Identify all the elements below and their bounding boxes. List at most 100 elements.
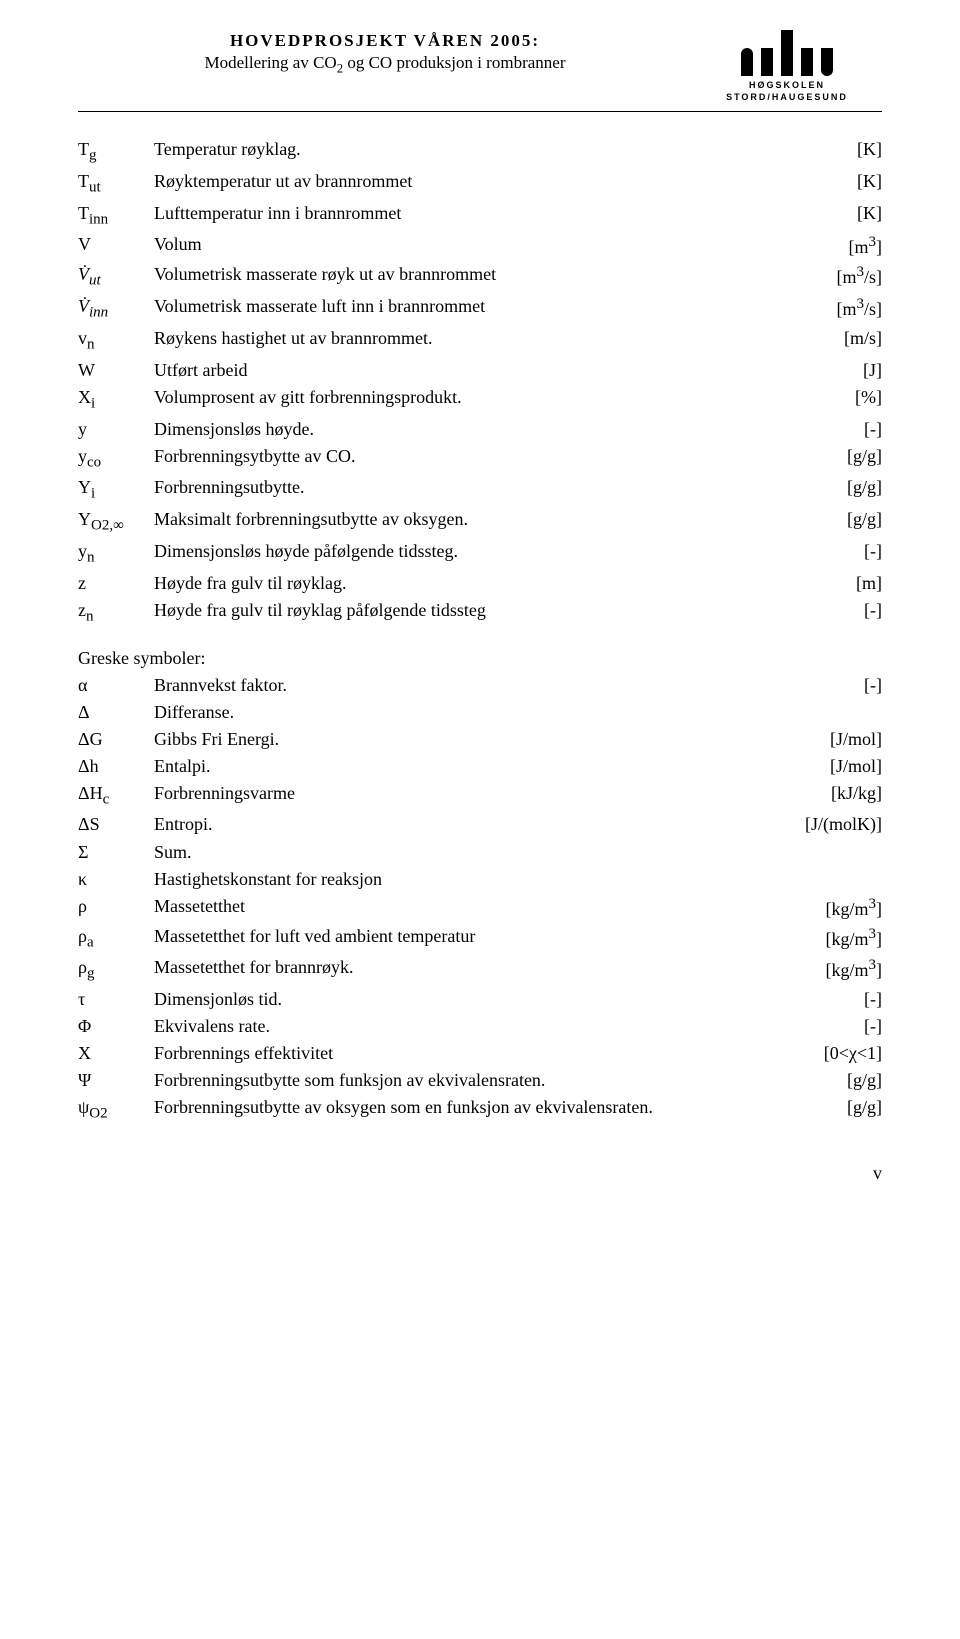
symbol-cell: vn xyxy=(78,325,154,357)
logo-text: HØGSKOLEN STORD/HAUGESUND xyxy=(692,80,882,103)
table-row: YO2,∞Maksimalt forbrenningsutbytte av ok… xyxy=(78,506,882,538)
symbol-cell: Tg xyxy=(78,136,154,168)
table-row: XiVolumprosent av gitt forbrenningsprodu… xyxy=(78,384,882,416)
symbol-cell: yn xyxy=(78,538,154,570)
header-title: HOVEDPROSJEKT VÅREN 2005: xyxy=(78,30,692,52)
description-cell: Lufttemperatur inn i brannrommet xyxy=(154,200,772,232)
unit-cell: [g/g] xyxy=(772,506,882,538)
description-cell: Entalpi. xyxy=(154,753,772,780)
table-row: κHastighetskonstant for reaksjon xyxy=(78,866,882,893)
table-row: ΔSEntropi.[J/(molK)] xyxy=(78,811,882,838)
logo: HØGSKOLEN STORD/HAUGESUND xyxy=(692,30,882,103)
symbol-cell: τ xyxy=(78,986,154,1013)
description-cell: Høyde fra gulv til røyklag. xyxy=(154,570,772,597)
description-cell: Forbrenningsutbytte. xyxy=(154,474,772,506)
symbol-cell: ρg xyxy=(78,954,154,986)
unit-cell xyxy=(772,699,882,726)
logo-bar xyxy=(821,48,833,76)
table-row: V̇utVolumetrisk masserate røyk ut av bra… xyxy=(78,261,882,293)
unit-cell: [-] xyxy=(772,986,882,1013)
symbol-cell: yco xyxy=(78,443,154,475)
table-row: V̇innVolumetrisk masserate luft inn i br… xyxy=(78,293,882,325)
description-cell: Røyktemperatur ut av brannrommet xyxy=(154,168,772,200)
table-row: ΣSum. xyxy=(78,839,882,866)
symbol-cell: YO2,∞ xyxy=(78,506,154,538)
table-row: ΦEkvivalens rate.[-] xyxy=(78,1013,882,1040)
logo-bar xyxy=(781,30,793,76)
greek-symbols-table: αBrannvekst faktor.[-]ΔDifferanse.ΔGGibb… xyxy=(78,672,882,1127)
symbol-cell: Χ xyxy=(78,1040,154,1067)
unit-cell: [g/g] xyxy=(772,1067,882,1094)
table-row: TgTemperatur røyklag.[K] xyxy=(78,136,882,168)
unit-cell: [m] xyxy=(772,570,882,597)
unit-cell xyxy=(772,839,882,866)
symbol-cell: Δh xyxy=(78,753,154,780)
description-cell: Forbrenningsytbytte av CO. xyxy=(154,443,772,475)
table-row: WUtført arbeid[J] xyxy=(78,357,882,384)
unit-cell: [K] xyxy=(772,136,882,168)
description-cell: Entropi. xyxy=(154,811,772,838)
header-sub-post: og CO produksjon i rombranner xyxy=(343,53,565,72)
logo-bar xyxy=(761,48,773,76)
symbol-cell: ρ xyxy=(78,893,154,923)
page-header: HOVEDPROSJEKT VÅREN 2005: Modellering av… xyxy=(78,30,882,103)
logo-bar xyxy=(741,48,753,76)
symbol-cell: ΔG xyxy=(78,726,154,753)
symbol-cell: Φ xyxy=(78,1013,154,1040)
symbol-cell: ΔHc xyxy=(78,780,154,812)
unit-cell: [g/g] xyxy=(772,443,882,475)
table-row: ρgMassetetthet for brannrøyk.[kg/m3] xyxy=(78,954,882,986)
unit-cell: [-] xyxy=(772,1013,882,1040)
symbol-cell: Ψ xyxy=(78,1067,154,1094)
description-cell: Dimensjonløs tid. xyxy=(154,986,772,1013)
unit-cell: [-] xyxy=(772,672,882,699)
description-cell: Forbrenningsvarme xyxy=(154,780,772,812)
unit-cell: [J/mol] xyxy=(772,753,882,780)
symbol-cell: ψO2 xyxy=(78,1094,154,1126)
unit-cell: [J] xyxy=(772,357,882,384)
symbol-cell: zn xyxy=(78,597,154,629)
description-cell: Forbrenningsutbytte som funksjon av ekvi… xyxy=(154,1067,772,1094)
table-row: znHøyde fra gulv til røyklag påfølgende … xyxy=(78,597,882,629)
unit-cell: [m3] xyxy=(772,231,882,261)
symbol-cell: Xi xyxy=(78,384,154,416)
unit-cell: [-] xyxy=(772,538,882,570)
table-row: ynDimensjonsløs høyde påfølgende tidsste… xyxy=(78,538,882,570)
table-row: ΔhEntalpi.[J/mol] xyxy=(78,753,882,780)
description-cell: Utført arbeid xyxy=(154,357,772,384)
header-sub-pre: Modellering av CO xyxy=(205,53,337,72)
table-row: vnRøykens hastighet ut av brannrommet.[m… xyxy=(78,325,882,357)
table-row: yDimensjonsløs høyde.[-] xyxy=(78,416,882,443)
table-row: ΧForbrennings effektivitet[0<χ<1] xyxy=(78,1040,882,1067)
unit-cell: [kJ/kg] xyxy=(772,780,882,812)
header-text: HOVEDPROSJEKT VÅREN 2005: Modellering av… xyxy=(78,30,692,76)
unit-cell: [m/s] xyxy=(772,325,882,357)
description-cell: Brannvekst faktor. xyxy=(154,672,772,699)
table-row: zHøyde fra gulv til røyklag.[m] xyxy=(78,570,882,597)
symbol-cell: κ xyxy=(78,866,154,893)
unit-cell: [kg/m3] xyxy=(772,893,882,923)
symbol-cell: W xyxy=(78,357,154,384)
symbol-cell: V̇inn xyxy=(78,293,154,325)
description-cell: Gibbs Fri Energi. xyxy=(154,726,772,753)
symbol-cell: Δ xyxy=(78,699,154,726)
description-cell: Røykens hastighet ut av brannrommet. xyxy=(154,325,772,357)
unit-cell: [%] xyxy=(772,384,882,416)
table-row: ΨForbrenningsutbytte som funksjon av ekv… xyxy=(78,1067,882,1094)
table-row: TinnLufttemperatur inn i brannrommet[K] xyxy=(78,200,882,232)
description-cell: Temperatur røyklag. xyxy=(154,136,772,168)
description-cell: Volum xyxy=(154,231,772,261)
symbol-cell: Σ xyxy=(78,839,154,866)
description-cell: Forbrenningsutbytte av oksygen som en fu… xyxy=(154,1094,772,1126)
symbol-cell: Yi xyxy=(78,474,154,506)
unit-cell: [g/g] xyxy=(772,474,882,506)
table-row: ψO2Forbrenningsutbytte av oksygen som en… xyxy=(78,1094,882,1126)
table-row: ΔHcForbrenningsvarme[kJ/kg] xyxy=(78,780,882,812)
unit-cell: [-] xyxy=(772,416,882,443)
unit-cell: [g/g] xyxy=(772,1094,882,1126)
symbol-cell: ΔS xyxy=(78,811,154,838)
greek-heading: Greske symboler: xyxy=(78,647,882,670)
table-row: ρMassetetthet[kg/m3] xyxy=(78,893,882,923)
symbol-cell: V̇ut xyxy=(78,261,154,293)
header-subtitle: Modellering av CO2 og CO produksjon i ro… xyxy=(78,52,692,77)
